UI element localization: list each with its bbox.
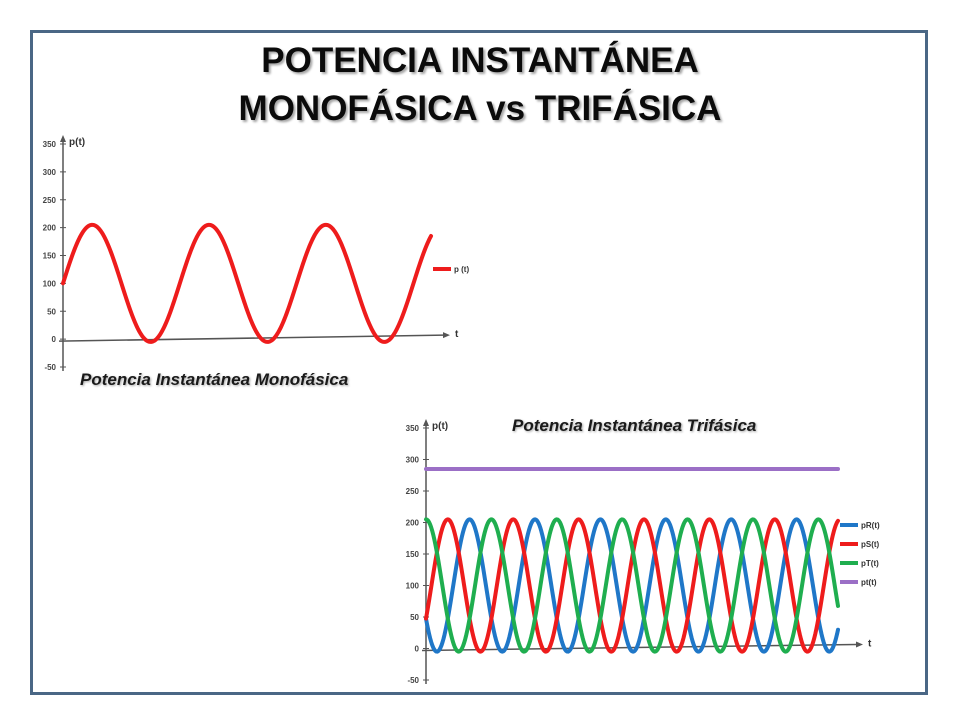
x-axis-arrow — [856, 641, 863, 648]
single-phase-chart-caption: Potencia Instantánea Monofásica — [80, 370, 349, 389]
legend-label: pt(t) — [861, 578, 877, 587]
y-tick-label: 200 — [43, 224, 57, 233]
y-axis-arrow — [60, 135, 66, 142]
legend-label: pS(t) — [861, 540, 880, 549]
x-axis-line — [58, 334, 444, 342]
x-axis-arrow — [443, 332, 450, 339]
series-line-pt — [61, 222, 433, 344]
x-axis-line — [421, 643, 857, 652]
y-axis-arrow — [423, 419, 429, 426]
series-line-pst — [424, 517, 840, 654]
y-tick-label: -50 — [407, 676, 419, 685]
y-tick-label: 50 — [410, 613, 419, 622]
legend-label: p (t) — [454, 265, 469, 274]
y-tick-label: -50 — [44, 363, 56, 372]
y-axis-label: p(t) — [69, 137, 85, 148]
y-tick-label: 300 — [43, 168, 57, 177]
y-tick-label: 350 — [406, 424, 420, 433]
legend-label: pR(t) — [861, 521, 880, 530]
three-phase-chart-caption: Potencia Instantánea Trifásica — [512, 416, 757, 435]
y-tick-label: 150 — [43, 252, 57, 261]
y-tick-label: 0 — [415, 645, 420, 654]
slide-title-line-2: MONOFÁSICA vs TRIFÁSICA — [238, 89, 722, 128]
y-tick-label: 100 — [406, 582, 420, 591]
y-axis-label: p(t) — [432, 421, 448, 432]
y-tick-label: 250 — [43, 196, 57, 205]
y-tick-label: 50 — [47, 307, 56, 316]
y-tick-label: 100 — [43, 279, 57, 288]
x-axis-label: t — [868, 639, 872, 650]
single-phase-power-chart: -50 0 50 100 150 200 250 300 350 p(t) t p (t) — [38, 135, 478, 374]
y-tick-label: 250 — [406, 487, 420, 496]
y-tick-label: 350 — [43, 140, 57, 149]
x-axis-label: t — [455, 329, 459, 340]
y-tick-label: 300 — [406, 456, 420, 465]
slide-title-line-1: POTENCIA INSTANTÁNEA — [261, 41, 699, 80]
y-tick-label: 200 — [406, 519, 420, 528]
y-tick-label: 0 — [52, 335, 57, 344]
series-line-prt — [424, 517, 840, 654]
three-phase-power-chart: -50 0 50 100 150 200 250 300 350 p(t) t pR(t) pS(t) p… — [368, 416, 886, 688]
y-tick-label: 150 — [406, 550, 420, 559]
legend-label: pT(t) — [861, 559, 879, 568]
series-line-ptt — [424, 517, 840, 654]
